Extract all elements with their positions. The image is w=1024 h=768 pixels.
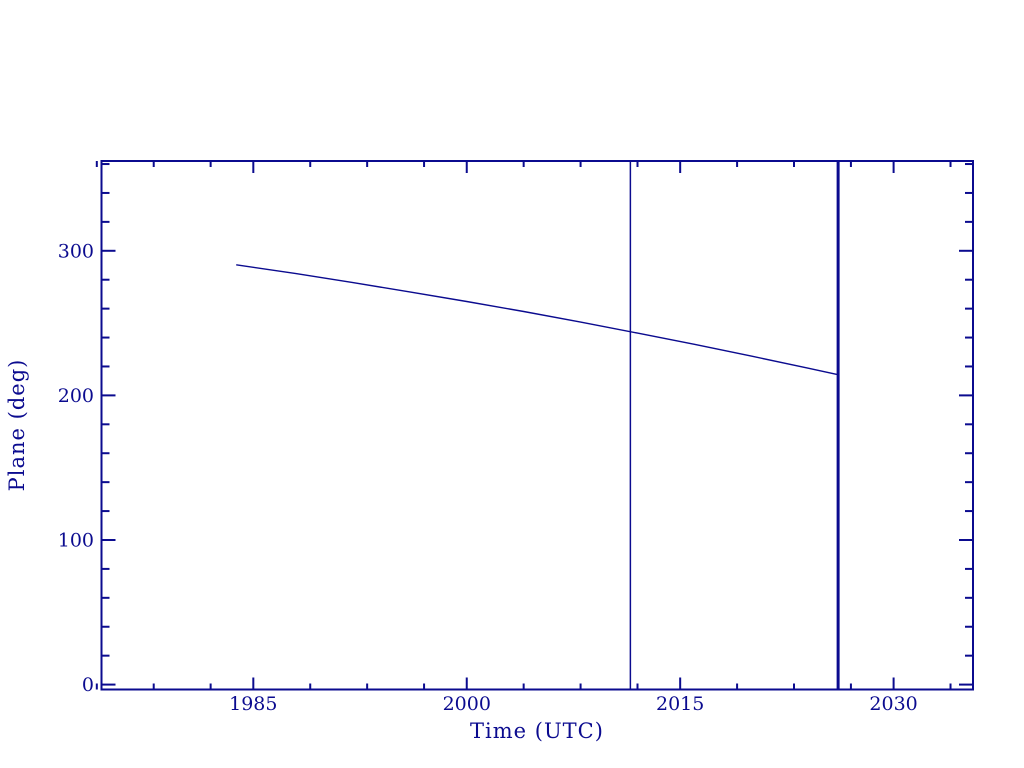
plot-frame	[100, 160, 974, 691]
x-tick-label: 1985	[229, 693, 277, 715]
y-axis-label: Plane (deg)	[5, 358, 29, 492]
x-tick-label: 2000	[443, 693, 491, 715]
y-tick-label: 200	[58, 385, 94, 407]
y-tick-label: 300	[58, 240, 94, 262]
x-tick-label: 2015	[656, 693, 704, 715]
x-tick-label: 2030	[869, 693, 917, 715]
y-tick-label: 100	[58, 529, 94, 551]
y-tick-label: 0	[82, 674, 94, 696]
x-axis-label: Time (UTC)	[470, 719, 604, 743]
plane-angle-curve	[236, 264, 839, 376]
